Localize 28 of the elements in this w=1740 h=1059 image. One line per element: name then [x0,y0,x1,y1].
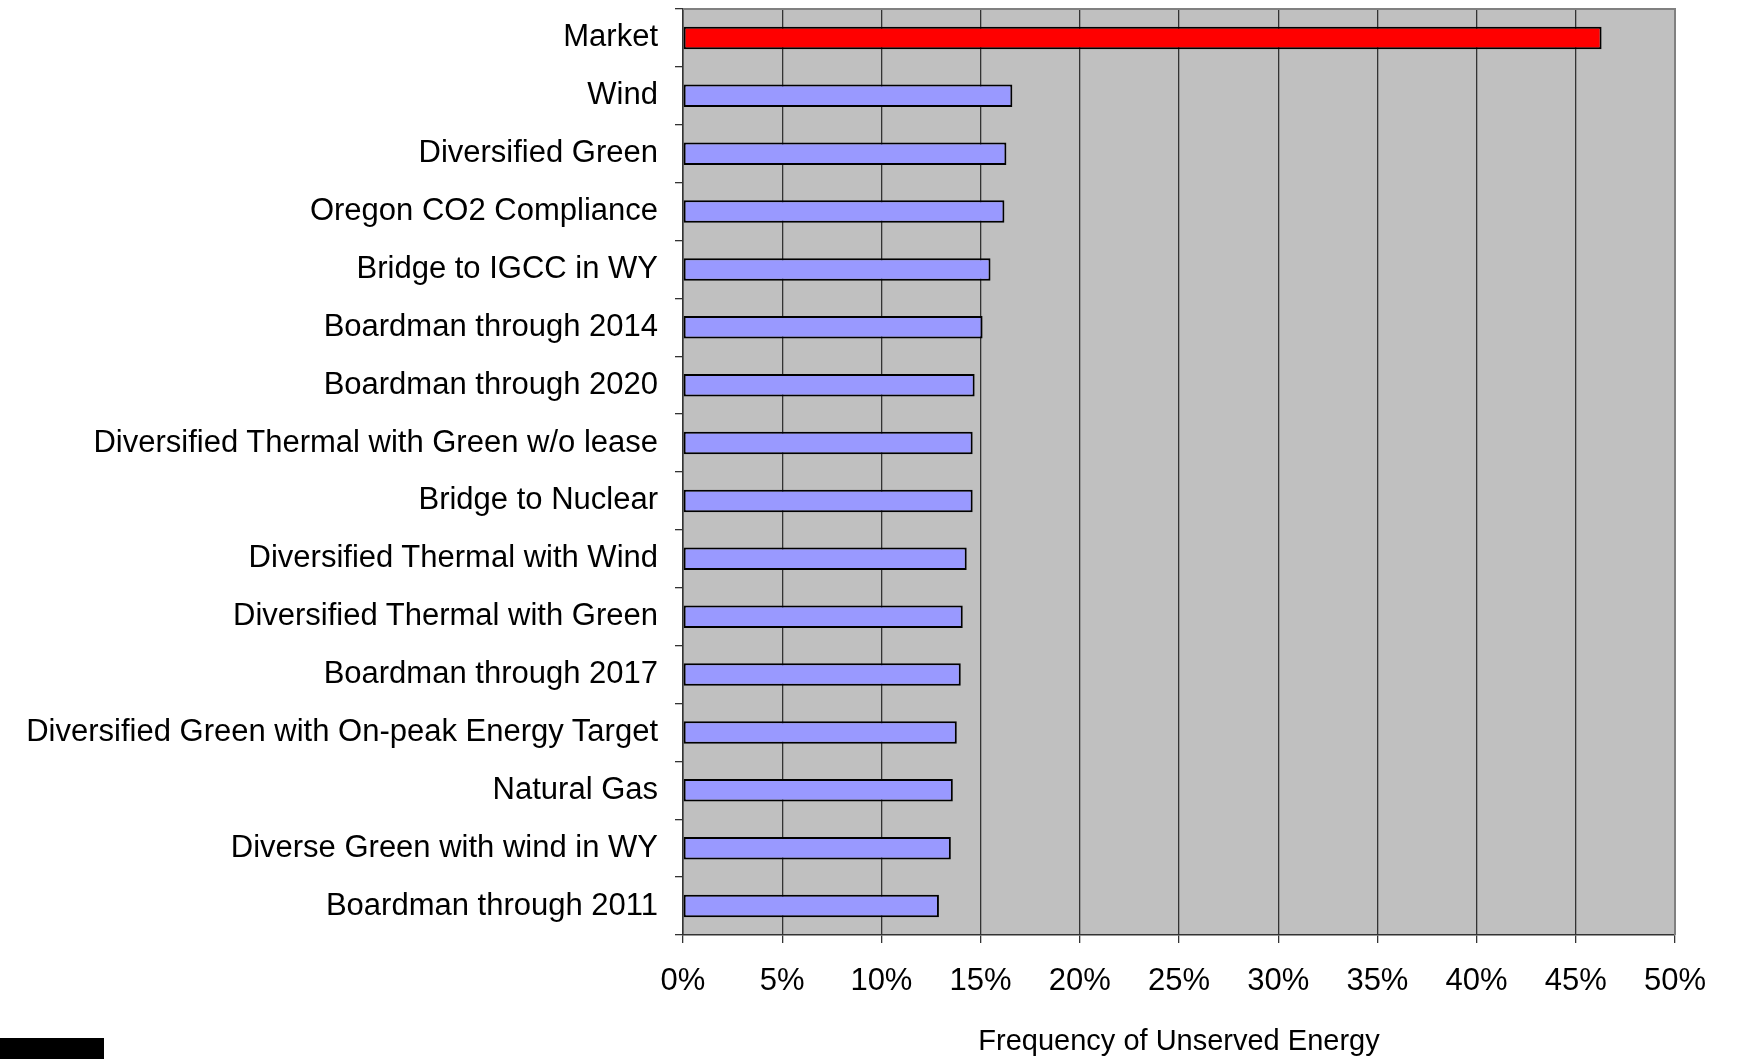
y-tick-label: Diversified Thermal with Green [233,597,658,633]
x-axis-title: Frequency of Unserved Energy [978,1023,1381,1056]
x-tick-label: 45% [1544,962,1607,998]
y-tick-label: Bridge to Nuclear [418,481,658,517]
y-tick-label: Diversified Green with On-peak Energy Target [26,712,659,748]
x-tick-label: 50% [1643,962,1707,998]
x-tick-label: 15% [949,962,1012,998]
y-tick-label: Natural Gas [492,770,658,806]
x-tick-label: 10% [850,962,913,998]
x-tick-label: 25% [1147,962,1211,998]
y-tick-label: Boardman through 2017 [323,655,658,691]
y-tick-label: Wind [587,76,658,112]
y-tick-label: Boardman through 2014 [323,307,658,343]
x-tick-label: 20% [1048,962,1111,998]
y-tick-label: Diversified Thermal with Green w/o lease [93,423,658,459]
y-tick-label: Diverse Green with wind in WY [230,828,658,864]
y-tick-label: Diversified Thermal with Wind [248,539,658,575]
x-tick-label: 35% [1346,962,1409,998]
x-tick-label: 5% [759,962,805,998]
x-tick-label: 30% [1247,962,1310,998]
y-tick-label: Oregon CO2 Compliance [309,192,658,228]
x-tick-label: 40% [1445,962,1508,998]
y-tick-label: Bridge to IGCC in WY [356,249,658,285]
y-tick-label: Market [563,18,659,54]
x-tick-label: 0% [660,962,706,998]
y-tick-label: Boardman through 2020 [323,365,658,401]
y-tick-label: Diversified Green [418,134,658,170]
y-tick-label: Boardman through 2011 [325,886,658,922]
